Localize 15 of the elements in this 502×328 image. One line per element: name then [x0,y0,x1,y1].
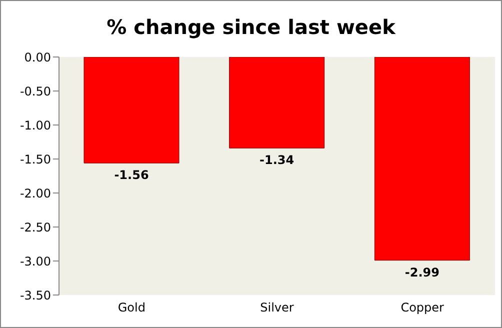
y-tick-label: -3.50 [20,288,51,302]
x-tick-label: Silver [260,300,294,315]
data-label: -1.56 [114,168,149,182]
y-tick-label: -1.00 [20,118,51,132]
y-tick-label: -2.50 [20,220,51,234]
chart-title: % change since last week [106,14,397,41]
data-label: -2.99 [404,265,440,280]
y-tick-label: 0.00 [24,50,51,64]
y-tick-label: -0.50 [20,84,51,98]
x-tick-label: Copper [400,300,444,315]
y-tick-label: -3.00 [20,254,51,268]
x-tick-label: Gold [118,300,146,315]
y-tick-label: -1.50 [20,152,51,166]
data-label: -1.34 [260,153,294,168]
y-tick-label: -2.00 [20,186,51,200]
